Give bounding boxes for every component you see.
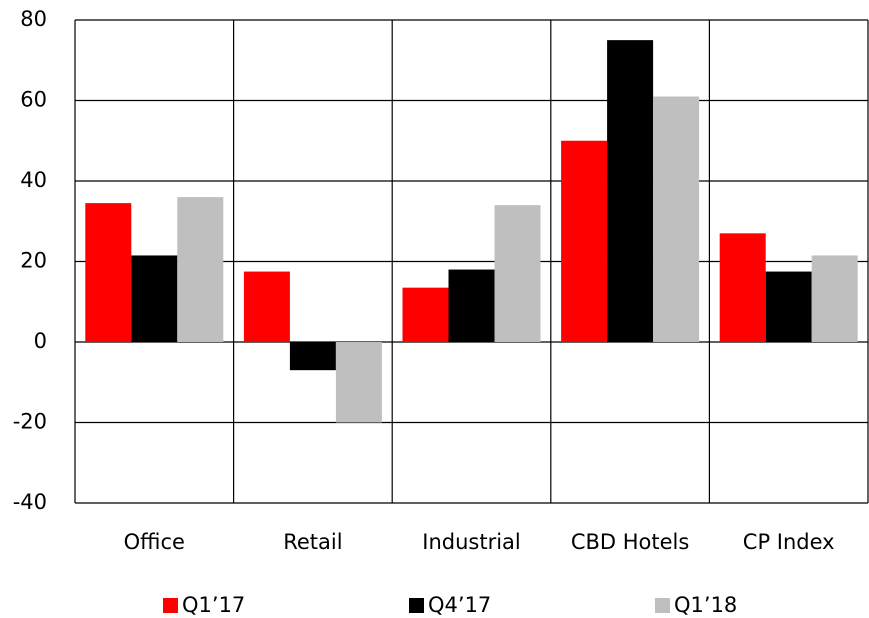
y-tick-label: 0 — [34, 329, 47, 353]
x-tick-label: CP Index — [743, 530, 835, 554]
bar — [177, 197, 224, 342]
legend-swatch — [409, 598, 424, 613]
legend-label: Q1’18 — [674, 593, 737, 617]
x-tick-label: Industrial — [422, 530, 521, 554]
y-tick-label: -40 — [13, 490, 47, 514]
legend-label: Q1’17 — [182, 593, 245, 617]
bar — [131, 255, 178, 342]
y-tick-label: 20 — [20, 249, 47, 273]
legend-swatch — [655, 598, 670, 613]
bar — [494, 205, 541, 342]
bar — [765, 271, 812, 342]
y-tick-label: 40 — [20, 168, 47, 192]
bar — [289, 342, 336, 371]
bar — [85, 203, 132, 342]
x-tick-label: Office — [124, 530, 185, 554]
x-tick-label: CBD Hotels — [571, 530, 689, 554]
y-tick-label: 60 — [20, 88, 47, 112]
y-tick-label: 80 — [20, 7, 47, 31]
bar — [653, 96, 700, 342]
bar — [561, 140, 608, 342]
legend-label: Q4’17 — [428, 593, 491, 617]
bar — [811, 255, 858, 342]
bar — [402, 287, 449, 342]
bar — [448, 269, 495, 342]
bar — [335, 342, 382, 423]
bar — [243, 271, 290, 342]
bar — [719, 233, 766, 342]
legend-swatch — [163, 598, 178, 613]
y-tick-label: -20 — [13, 410, 47, 434]
bar — [607, 40, 654, 342]
x-tick-label: Retail — [283, 530, 342, 554]
